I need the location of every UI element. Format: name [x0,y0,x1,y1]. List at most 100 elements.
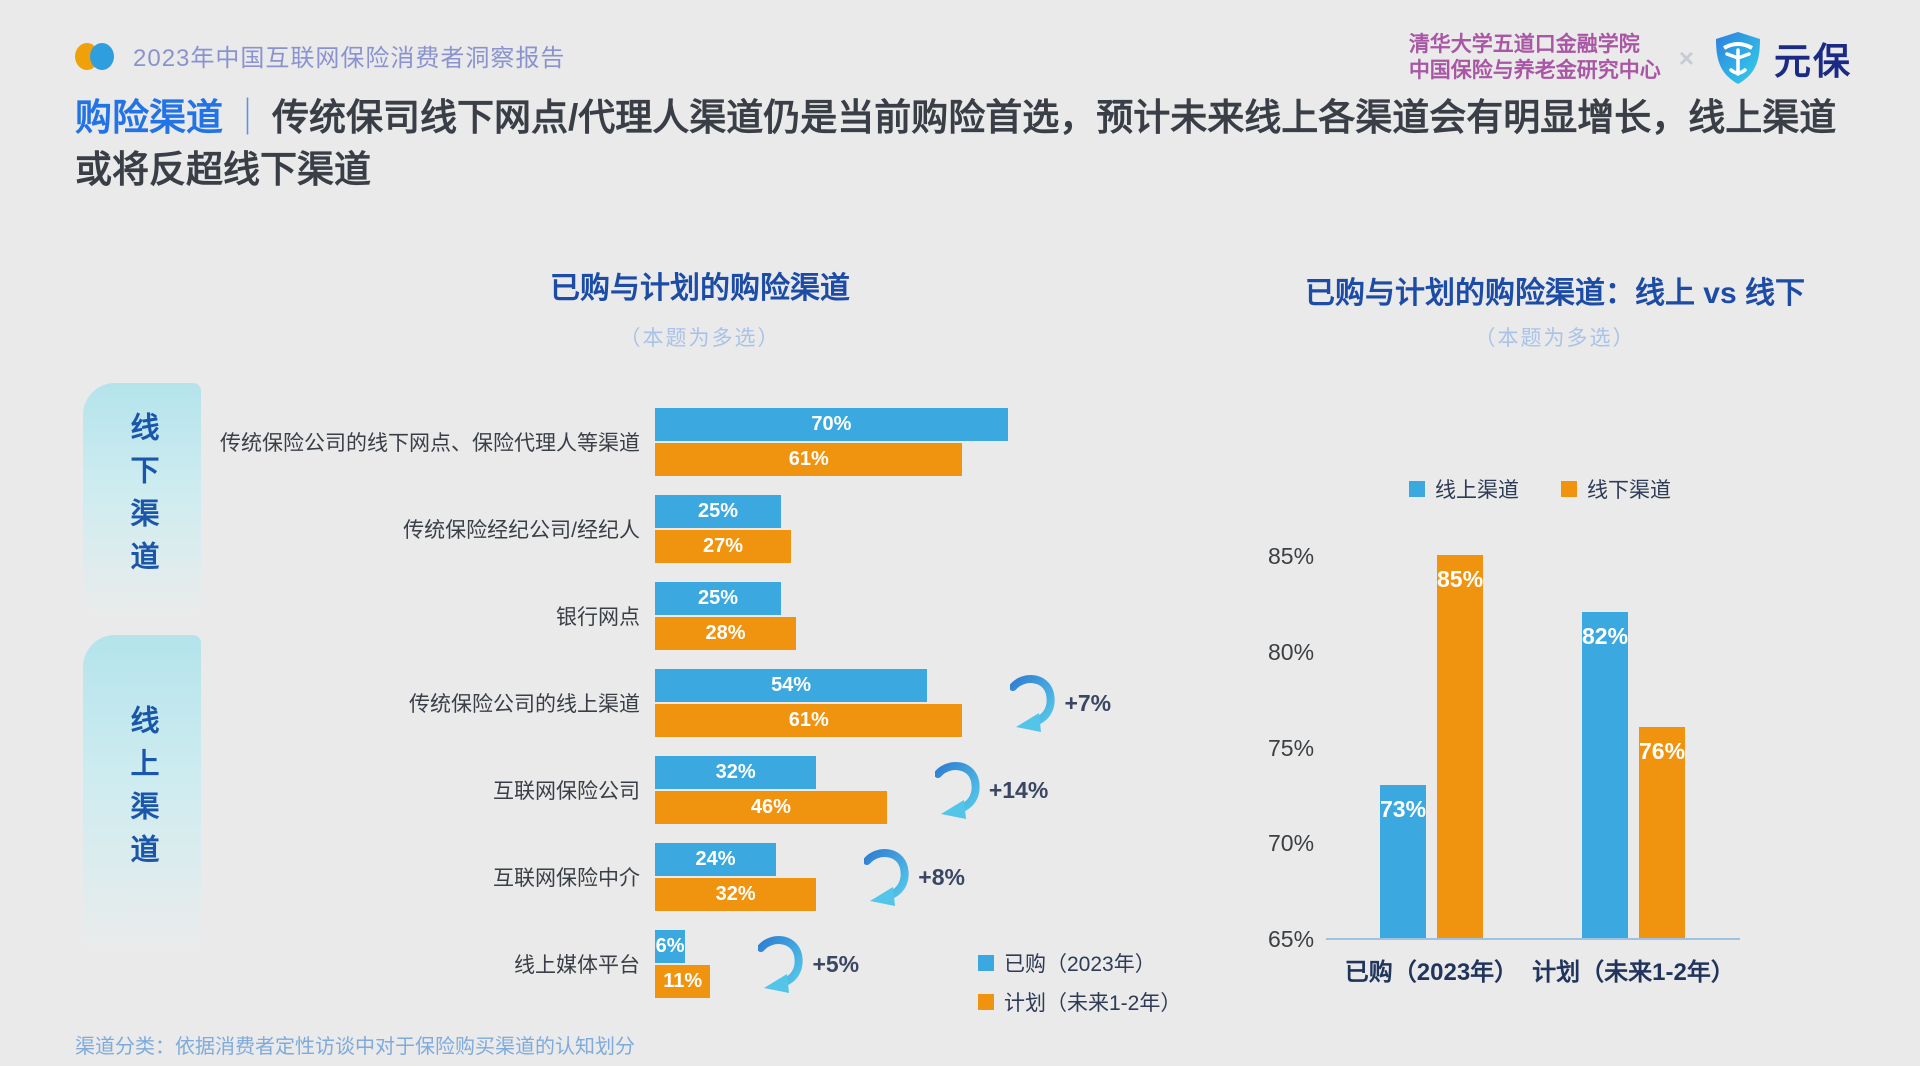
y-axis-tick-label: 70% [1268,830,1315,857]
y-axis-tick-label: 75% [1268,734,1315,761]
category-label: 互联网保险中介 [493,867,640,890]
page-title-text: 传统保司线下网点/代理人渠道仍是当前购险首选，预计未来线上各渠道会有明显增长，线… [75,97,1837,190]
planned-bar: 61% [655,704,963,737]
online-bar: 82% [1582,612,1628,938]
institution-line1: 清华大学五道口金融学院 [1408,33,1640,56]
planned-bar: 11% [655,965,711,998]
left-chart-row: 线上媒体平台 6% 11% +5% [210,930,1420,998]
bar-value-label: 28% [705,622,746,644]
online-group-box: 线上渠道 [83,635,201,947]
delta-label: +5% [812,950,860,977]
bar-pair: 25% 28% [655,582,1420,650]
bar-value-label: 25% [697,587,739,609]
category-label: 传统保险经纪公司/经纪人 [403,519,640,542]
purchased-bar: 6% [655,930,686,963]
legend-item: 线上渠道 [1409,474,1519,504]
brand-name: 元保 [1774,41,1852,82]
legend-label: 已购（2023年） [1004,953,1156,976]
left-chart-row: 互联网保险中介 24% 32% +8% [210,843,1420,911]
planned-bar: 32% [655,878,817,911]
left-chart-row: 互联网保险公司 32% 46% +14% [210,756,1420,824]
planned-bar: 46% [655,791,887,824]
offline-group-box: 线下渠道 [83,383,201,613]
x-axis-baseline [1326,938,1740,940]
x-axis-category-label: 计划（未来1-2年） [1532,959,1735,986]
bar-pair: 70% 61% [655,408,1420,476]
bar-value-label: 25% [697,500,739,522]
category-label: 互联网保险公司 [493,780,640,803]
bar-value-label: 11% [663,970,703,992]
bar-value-label: 32% [715,761,756,783]
bar-value-label: 82% [1581,623,1629,650]
logo-blue-dot [90,42,114,70]
purchased-bar: 70% [655,408,1008,441]
legend-label: 计划（未来1-2年） [1004,992,1182,1015]
delta-label: +8% [918,863,965,890]
bar-value-label: 76% [1638,738,1686,765]
right-chart-plot: 85% 80% 75% 70% 65% 73% 85% 已购（2023年） 82% 76% 计划（未… [1268,543,1750,986]
planned-bar: 28% [655,617,797,650]
offline-bar: 76% [1639,727,1685,938]
page-title-prefix: 购险渠道 [75,97,223,138]
x-axis-category-label: 已购（2023年） [1344,959,1519,986]
y-axis-tick-label: 85% [1268,543,1315,569]
page-title-separator: ｜ [229,97,266,138]
increase-arrow-icon [1010,674,1056,732]
institution-names: 清华大学五道口金融学院 中国保险与养老金研究中心 [1409,32,1661,84]
bar-value-label: 6% [655,935,685,957]
online-bar: 73% [1379,784,1427,938]
yuanbao-shield-icon [1716,32,1760,84]
right-chart-legend: 线上渠道 线下渠道 [1330,474,1750,504]
right-chart-title: 已购与计划的购险渠道：线上 vs 线下 [1304,277,1806,310]
delta-annotation: +5% [758,935,859,993]
bar-pair: 54% 61% +7% [655,669,1420,737]
legend-label: 线上渠道 [1435,479,1519,502]
legend-label: 线下渠道 [1587,479,1671,502]
category-label: 线上媒体平台 [514,954,640,977]
delta-annotation: +8% [864,848,965,906]
increase-arrow-icon [934,761,981,819]
bar-pair: 24% 32% +8% [655,843,1420,911]
planned-bar: 61% [655,443,963,476]
header-left: 2023年中国互联网保险消费者洞察报告 [75,38,565,73]
online-group-label: 线上渠道 [126,705,158,877]
right-chart-subtitle: （本题为多选） [1474,327,1636,350]
category-label: 银行网点 [556,606,640,629]
bar-value-label: 73% [1379,795,1427,822]
legend-swatch [1561,481,1577,497]
delta-label: +7% [1064,689,1112,716]
legend-swatch [978,955,994,971]
legend-item: 已购（2023年） [978,948,1181,978]
brand-logo: 元保 [1712,30,1852,86]
bar-value-label: 27% [703,535,744,557]
bar-value-label: 61% [788,448,829,470]
category-label: 传统保险公司的线上渠道 [409,693,640,716]
purchased-bar: 24% [655,843,776,876]
footnote: 渠道分类：依据消费者定性访谈中对于保险购买渠道的认知划分 [75,1036,635,1058]
bar-value-label: 46% [750,796,791,818]
y-axis-tick-label: 80% [1268,638,1315,665]
offline-group-label: 线下渠道 [126,412,158,584]
left-chart-rows: 传统保险公司的线下网点、保险代理人等渠道 70% 61% 传统保险经纪公司/经纪人 25… [210,408,1420,1017]
purchased-bar: 25% [655,495,781,528]
left-chart-row: 传统保险公司的线上渠道 54% 61% +7% [210,669,1420,737]
increase-arrow-icon [864,848,910,906]
institution-line2: 中国保险与养老金研究中心 [1408,59,1661,82]
legend-item: 计划（未来1-2年） [978,987,1181,1017]
bar-value-label: 70% [811,413,852,435]
bar-pair: 6% 11% +5% [655,930,1420,998]
left-chart-legend: 已购（2023年） 计划（未来1-2年） [978,948,1181,1017]
legend-swatch [1409,481,1425,497]
category-label: 传统保险公司的线下网点、保险代理人等渠道 [220,432,640,455]
delta-label: +14% [988,776,1049,803]
bar-value-label: 54% [771,674,812,696]
bar-value-label: 32% [715,883,756,905]
delta-annotation: +14% [934,761,1049,819]
left-chart-row: 传统保险经纪公司/经纪人 25% 27% [210,495,1420,563]
bar-pair: 32% 46% +14% [655,756,1420,824]
left-chart-title: 已购与计划的购险渠道 [550,272,850,305]
page-title: 购险渠道｜传统保司线下网点/代理人渠道仍是当前购险首选，预计未来线上各渠道会有明… [75,92,1865,196]
offline-bar: 85% [1437,555,1483,938]
legend-swatch [978,994,994,1010]
